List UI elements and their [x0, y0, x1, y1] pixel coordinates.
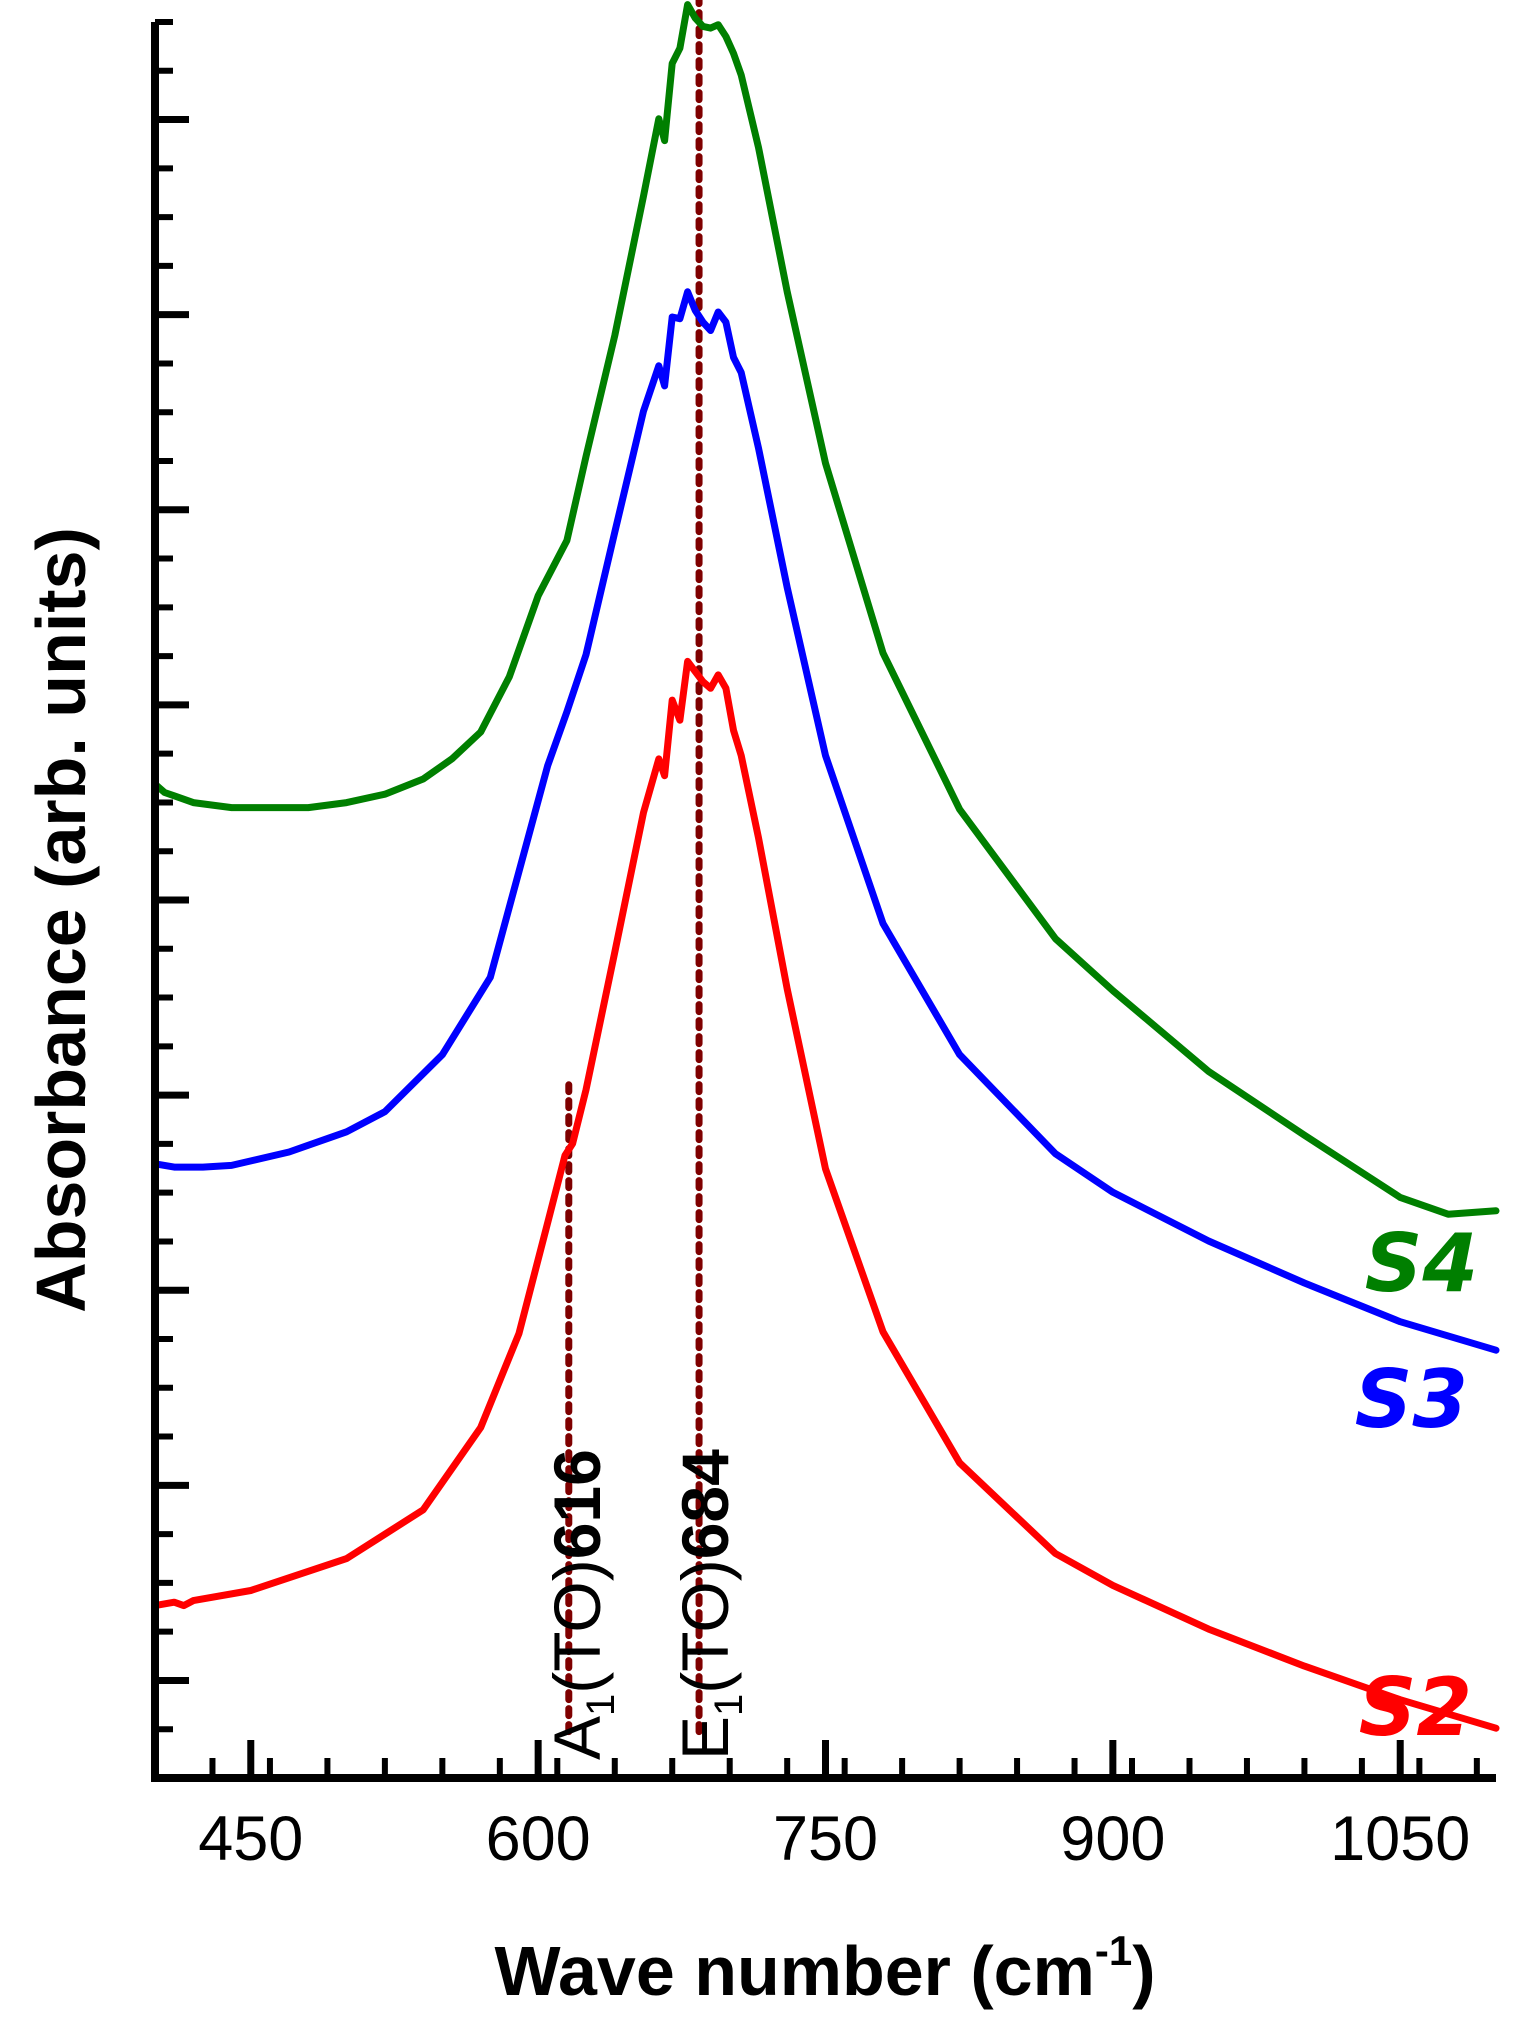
annotation-a1-mode: (TO) [540, 1559, 614, 1693]
x-tick-label: 450 [198, 1804, 303, 1874]
series-label-s4: S4 [1365, 1217, 1478, 1310]
annotation-e1-value: 684 [668, 1449, 742, 1559]
series-line-s3 [151, 288, 1500, 1354]
mode-marker-lines [565, 0, 703, 1736]
annotation-a1-letter: A [540, 1716, 614, 1760]
annotation-e1-subscript: 1 [707, 1694, 751, 1716]
x-tick-label: 1050 [1330, 1804, 1470, 1874]
x-axis-title-main: Wave number (cm [494, 1932, 1094, 2010]
x-tick-label: 750 [773, 1804, 878, 1874]
annotation-e1-mode: (TO) [668, 1559, 742, 1693]
series-line-s4 [151, 1, 1500, 1218]
annotation-a1-subscript: 1 [579, 1694, 623, 1716]
annotation-e1-to-684: E1(TO)684 [668, 1449, 751, 1760]
x-axis-title-sup: -1 [1095, 1927, 1132, 1974]
x-axis-title-end: ) [1132, 1932, 1155, 2010]
spectra-series [151, 1, 1500, 1732]
x-axis-title: Wave number (cm-1) [494, 1927, 1155, 2010]
y-axis-title: Absorbance (arb. units) [22, 527, 100, 1313]
annotation-e1-letter: E [668, 1716, 742, 1760]
series-label-s3: S3 [1355, 1353, 1468, 1446]
x-tick-label: 900 [1060, 1804, 1165, 1874]
x-tick-label: 600 [486, 1804, 591, 1874]
axis-ticks: 450 600 750 900 1050 [152, 19, 1480, 1874]
series-label-s2: S2 [1359, 1661, 1472, 1754]
annotation-a1-value: 616 [540, 1449, 614, 1559]
axes [151, 22, 1496, 1782]
series-line-s2 [151, 657, 1500, 1732]
annotation-a1-to-616: A1(TO)616 [540, 1449, 623, 1760]
